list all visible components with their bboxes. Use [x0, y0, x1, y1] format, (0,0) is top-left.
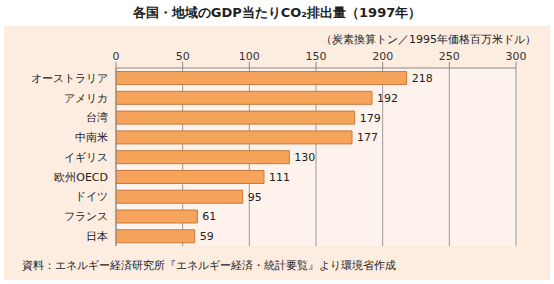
svg-text:59: 59	[200, 230, 214, 243]
svg-text:130: 130	[294, 151, 315, 164]
html-text:各国・地域のGDP当たりCO₂排出量（1997年）: 各国・地域のGDP当たりCO₂排出量（1997年）	[132, 5, 422, 20]
svg-text:179: 179	[360, 112, 381, 125]
svg-text:192: 192	[377, 92, 398, 105]
svg-text:95: 95	[248, 191, 262, 204]
svg-text:250: 250	[439, 50, 460, 63]
svg-text:イギリス: イギリス	[64, 151, 108, 164]
svg-text:0: 0	[113, 50, 120, 63]
svg-text:中南米: 中南米	[75, 131, 108, 144]
svg-text:61: 61	[202, 210, 216, 223]
html-text:資料：エネルギー経済研究所『エネルギー経済・統計要覧』より環: 資料：エネルギー経済研究所『エネルギー経済・統計要覧』より環境省作成	[22, 259, 396, 272]
svg-text:200: 200	[372, 50, 393, 63]
svg-text:50: 50	[176, 50, 190, 63]
svg-text:218: 218	[412, 72, 433, 85]
svg-text:欧州OECD: 欧州OECD	[54, 171, 108, 184]
html-text:（炭素換算トン／1995年価格百万米ドル）: （炭素換算トン／1995年価格百万米ドル）	[321, 33, 536, 46]
svg-text:100: 100	[239, 50, 260, 63]
svg-text:ドイツ: ドイツ	[75, 190, 108, 203]
svg-text:300: 300	[506, 50, 527, 63]
svg-text:台湾: 台湾	[86, 111, 108, 124]
svg-text:150: 150	[306, 50, 327, 63]
svg-text:111: 111	[269, 171, 290, 184]
svg-text:オーストラリア: オーストラリア	[31, 72, 108, 85]
svg-text:フランス: フランス	[64, 210, 108, 223]
svg-text:日本: 日本	[86, 230, 108, 243]
svg-text:177: 177	[357, 131, 378, 144]
svg-text:アメリカ: アメリカ	[64, 92, 108, 105]
